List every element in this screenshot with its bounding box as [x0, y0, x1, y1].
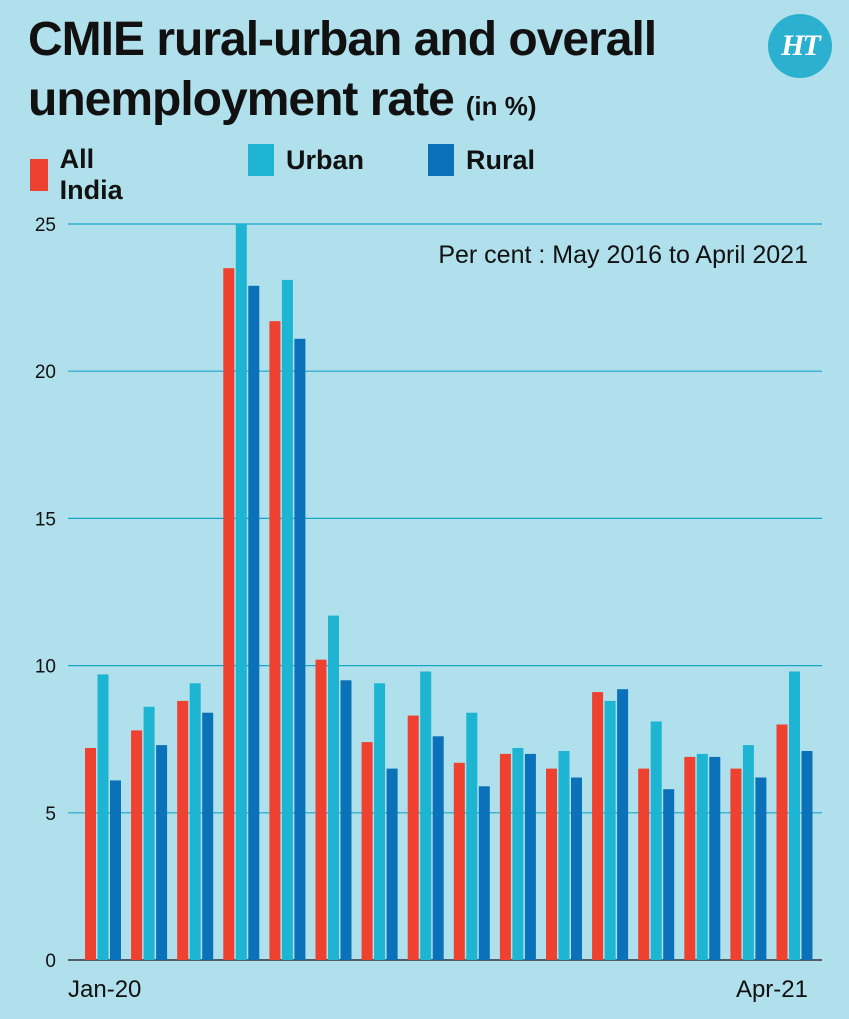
- page-title-line-2: unemployment rate (in %): [28, 72, 537, 127]
- x-axis-start-label: Jan-20: [68, 976, 141, 1003]
- bar-urban-oct-20: [512, 748, 524, 960]
- bar-all-india-jun-20: [315, 659, 327, 960]
- bar-all-india-sep-20: [453, 762, 465, 960]
- bar-urban-jan-21: [650, 721, 662, 960]
- bar-rural-jan-20: [110, 780, 121, 960]
- bar-urban-aug-20: [420, 671, 432, 960]
- bar-all-india-dec-20: [592, 692, 604, 960]
- bar-rural-dec-20: [617, 689, 629, 960]
- bar-rural-feb-20: [156, 745, 168, 960]
- bar-urban-dec-20: [604, 700, 616, 960]
- y-tick-label: 0: [45, 951, 56, 972]
- bar-urban-jul-20: [374, 683, 386, 960]
- bar-all-india-mar-20: [177, 700, 189, 960]
- bar-all-india-mar-21: [730, 768, 742, 960]
- legend-swatch-urban: [248, 144, 274, 176]
- bar-all-india-apr-21: [776, 724, 788, 960]
- y-tick-label: 10: [35, 657, 56, 678]
- bar-rural-mar-21: [755, 777, 767, 960]
- legend-swatch-all-india: [30, 159, 48, 191]
- legend-item-urban: Urban: [248, 144, 364, 176]
- page-title-main: unemployment rate: [28, 73, 455, 126]
- bar-all-india-jul-20: [361, 742, 373, 960]
- bar-urban-sep-20: [466, 712, 478, 960]
- bar-urban-feb-20: [143, 706, 155, 960]
- bar-rural-aug-20: [432, 736, 444, 960]
- bar-all-india-feb-21: [684, 756, 696, 960]
- legend-label-all-india: All India: [59, 144, 123, 205]
- legend-item-rural: Rural: [428, 144, 535, 176]
- legend-swatch-rural: [428, 144, 454, 176]
- bar-rural-mar-20: [202, 712, 214, 960]
- bar-rural-apr-20: [248, 285, 260, 960]
- bar-urban-feb-21: [696, 753, 708, 960]
- y-tick-label: 20: [35, 362, 56, 383]
- ht-logo: HT: [768, 14, 832, 78]
- bar-rural-feb-21: [709, 756, 721, 960]
- bar-all-india-aug-20: [407, 715, 419, 960]
- bar-rural-jul-20: [386, 768, 398, 960]
- y-tick-label: 5: [45, 804, 56, 825]
- page-title-unit: (in %): [465, 91, 537, 121]
- bar-urban-may-20: [281, 279, 293, 960]
- bar-urban-apr-20: [235, 224, 247, 960]
- bar-urban-apr-21: [789, 671, 800, 960]
- bar-all-india-may-20: [269, 321, 281, 960]
- bar-rural-may-20: [294, 338, 306, 960]
- bar-rural-apr-21: [801, 751, 813, 960]
- bar-all-india-apr-20: [223, 268, 235, 960]
- legend-label-rural: Rural: [466, 144, 536, 175]
- y-tick-label: 25: [35, 215, 56, 236]
- legend-label-urban: Urban: [286, 144, 365, 175]
- ht-logo-text: HT: [781, 29, 821, 62]
- y-tick-label: 15: [35, 509, 56, 530]
- x-axis-end-label: Apr-21: [736, 976, 808, 1003]
- bar-all-india-jan-21: [638, 768, 650, 960]
- bar-urban-mar-20: [189, 683, 201, 960]
- bar-all-india-jan-20: [85, 748, 96, 960]
- bar-rural-sep-20: [478, 786, 490, 960]
- bar-all-india-oct-20: [499, 753, 511, 960]
- bar-all-india-nov-20: [546, 768, 557, 960]
- bar-all-india-feb-20: [131, 730, 143, 960]
- bar-rural-nov-20: [571, 777, 582, 960]
- chart-annotation: Per cent : May 2016 to April 2021: [438, 241, 808, 269]
- bar-urban-mar-21: [742, 745, 754, 960]
- page-title-line-1: CMIE rural-urban and overall: [28, 13, 657, 66]
- bar-rural-oct-20: [524, 753, 536, 960]
- bars: [85, 224, 813, 960]
- legend-item-all-india: All India: [30, 144, 131, 206]
- bar-rural-jan-21: [663, 789, 675, 960]
- bar-urban-nov-20: [558, 751, 570, 960]
- bar-urban-jun-20: [328, 615, 339, 960]
- bar-rural-jun-20: [340, 680, 352, 960]
- bar-urban-jan-20: [97, 674, 109, 960]
